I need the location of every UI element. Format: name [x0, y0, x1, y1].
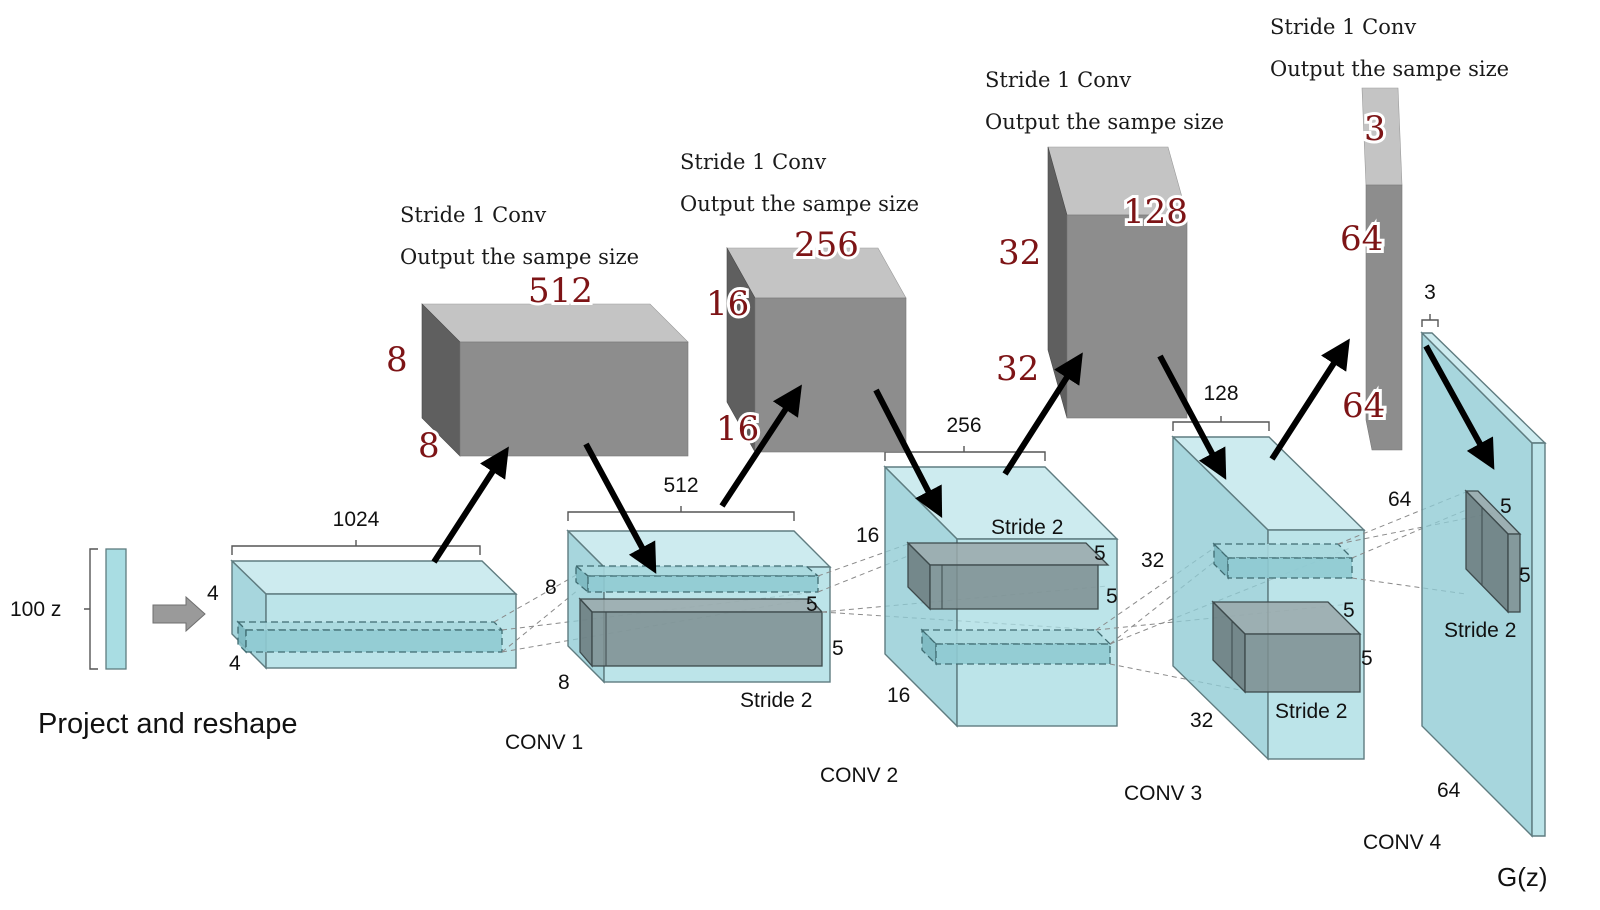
conv4-height-label: 64	[1388, 488, 1412, 511]
conv3-depth-brace	[1172, 416, 1270, 431]
conv3-dashed-kernel	[1212, 542, 1354, 580]
stride1-block-3-depth: 128	[1123, 192, 1188, 232]
conv1-depth-label: 512	[663, 474, 698, 497]
conv3-depth-label: 128	[1203, 382, 1238, 405]
conv4-stride-label: Stride 2	[1444, 619, 1516, 642]
stride1-note-1-line1: Stride 1 Conv	[400, 203, 546, 227]
conv2-kernel-w-label: 5	[1106, 585, 1118, 608]
stride1-block-1-height: 8	[386, 340, 408, 380]
arrow-stride1-2-to-conv2	[873, 388, 943, 518]
conv4-depth-label: 3	[1424, 281, 1436, 304]
project-kernel	[236, 620, 504, 654]
conv2-depth-label: 256	[946, 414, 981, 437]
stride1-block-3: Stride 1 Conv Output the sampe size 128 …	[985, 68, 1224, 419]
stride1-block-3-width: 32	[996, 349, 1039, 389]
conv2-depth-brace	[884, 446, 1046, 461]
conv3-block: 128 32 32 5 5 Stride 2 CONV 3	[1124, 382, 1373, 805]
stride1-block-2-front	[754, 297, 907, 453]
conv2-block: 256 16 16 5 5 Stride 2 CONV 2	[820, 414, 1119, 787]
conv2-name: CONV 2	[820, 764, 898, 787]
project-depth-brace	[231, 540, 481, 555]
stride1-block-1-width: 8	[418, 426, 440, 466]
conv1-stride-label: Stride 2	[740, 689, 812, 712]
conv1-height-label: 8	[545, 576, 557, 599]
conv1-kernel-w-label: 5	[832, 637, 844, 660]
conv3-stride-label: Stride 2	[1275, 700, 1347, 723]
stride1-block-4: Stride 1 Conv Output the sampe size 3 64…	[1270, 15, 1509, 451]
output-label: G(z)	[1497, 862, 1548, 892]
conv2-height-label: 16	[856, 524, 879, 547]
conv4-kernel	[1464, 489, 1522, 614]
conv3-kernel	[1211, 600, 1362, 694]
stride1-block-1: Stride 1 Conv Output the sampe size 512 …	[383, 203, 689, 469]
stride1-block-2-width: 16	[716, 409, 759, 449]
stride1-block-2-height: 16	[706, 284, 749, 324]
conv1-name: CONV 1	[505, 731, 583, 754]
conv2-stride-label: Stride 2	[991, 516, 1063, 539]
conv1-kernel	[578, 597, 824, 668]
conv4-depth-brace	[1421, 314, 1439, 327]
stride1-note-3-line1: Stride 1 Conv	[985, 68, 1131, 92]
conv2-dashed-kernel	[920, 628, 1112, 666]
arrow-stride1-1-to-conv1	[583, 442, 657, 574]
z-vector-bar	[105, 548, 127, 670]
project-title: Project and reshape	[38, 708, 298, 740]
stride1-block-3-front	[1066, 214, 1188, 419]
stride1-block-1-front	[459, 341, 689, 457]
conv4-kernel-h-label: 5	[1500, 495, 1512, 518]
project-height-label: 4	[207, 582, 219, 605]
stride1-note-1-line2: Output the sampe size	[400, 245, 639, 269]
conv4-edge	[1531, 442, 1546, 837]
arrow-conv3-to-stride1-4	[1269, 338, 1350, 461]
conv2-kernel	[906, 541, 1110, 611]
stride1-block-4-width: 64	[1342, 386, 1385, 426]
arrow-conv1-to-stride1-2	[719, 384, 802, 508]
arrow-stride1-4-to-conv4	[1423, 344, 1495, 470]
conv3-name: CONV 3	[1124, 782, 1202, 805]
conv3-kernel-h-label: 5	[1343, 599, 1355, 622]
conv1-dashed-kernel	[574, 564, 820, 594]
flow-arrows	[431, 338, 1495, 574]
conv4-width-label: 64	[1437, 779, 1461, 802]
project-arrow	[152, 595, 206, 633]
stride1-note-3-line2: Output the sampe size	[985, 110, 1224, 134]
stride1-block-3-height: 32	[998, 233, 1041, 273]
arrow-stride1-3-to-conv3	[1157, 354, 1227, 480]
stride1-block-4-height: 64	[1340, 219, 1383, 259]
stride1-block-4-depth: 3	[1364, 109, 1386, 149]
conv3-width-label: 32	[1190, 709, 1213, 732]
conv3-kernel-w-label: 5	[1361, 647, 1373, 670]
conv4-block: 3 64 64 5 5 Stride 2 CONV 4 G(z)	[1363, 281, 1548, 892]
stride1-block-2: Stride 1 Conv Output the sampe size 256 …	[680, 150, 919, 454]
stride1-block-2-depth: 256	[794, 225, 859, 265]
conv2-width-label: 16	[887, 684, 910, 707]
conv4-name: CONV 4	[1363, 831, 1442, 854]
conv2-kernel-h-label: 5	[1094, 542, 1106, 565]
conv1-kernel-h-label: 5	[806, 593, 818, 616]
conv1-width-label: 8	[558, 671, 570, 694]
stride1-note-2-line2: Output the sampe size	[680, 192, 919, 216]
conv1-top	[566, 530, 832, 568]
project-width-label: 4	[229, 652, 241, 675]
project-block: 1024 4 4 Project and reshape	[38, 508, 518, 740]
stride1-note-4-line1: Stride 1 Conv	[1270, 15, 1416, 39]
z-brace	[84, 548, 98, 670]
conv4-kernel-w-label: 5	[1519, 564, 1531, 587]
project-block-top	[230, 560, 518, 595]
input-vector: 100 z	[10, 548, 127, 670]
stride1-note-2-line1: Stride 1 Conv	[680, 150, 826, 174]
stride1-block-1-depth: 512	[528, 271, 593, 311]
stride1-block-4-front	[1365, 184, 1403, 451]
conv1-depth-brace	[567, 506, 795, 521]
stride1-note-4-line2: Output the sampe size	[1270, 57, 1509, 81]
arrow-project-to-stride1-1	[431, 446, 509, 564]
project-depth-label: 1024	[333, 508, 380, 531]
z-label: 100 z	[10, 598, 61, 621]
arrow-conv2-to-stride1-3	[1002, 352, 1083, 476]
conv1-block: 512 8 8 5 5 Stride 2 CONV 1	[505, 474, 844, 754]
conv3-height-label: 32	[1141, 549, 1164, 572]
